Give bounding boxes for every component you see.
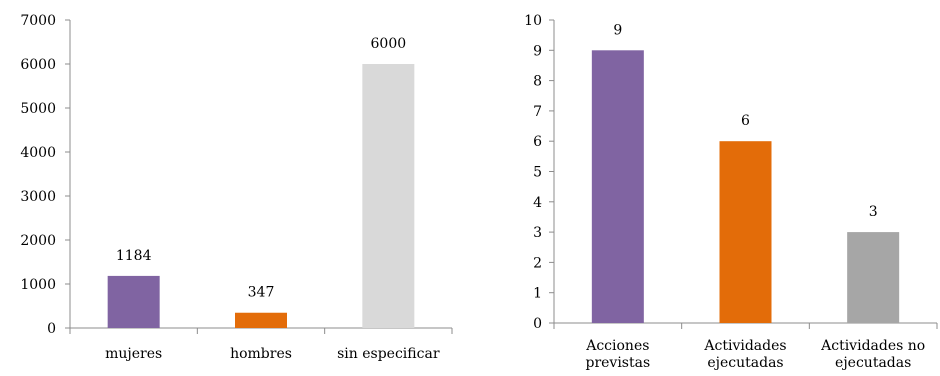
gender-data-label-3: 6000 <box>371 36 407 52</box>
gender-data-label-1: 1184 <box>116 248 152 264</box>
gender-y-tick-label: 5000 <box>20 101 56 117</box>
actions-category-label-1: Acciones previstas <box>585 338 650 371</box>
chart-beneficiaries-by-gender: 0 1000 2000 3000 4000 5000 6000 7000 1184 mujeres… <box>20 13 453 362</box>
actions-y-tick-label: 7 <box>533 104 542 120</box>
gender-category-label-3: sin especificar <box>337 346 440 362</box>
actions-data-label-2: 6 <box>741 113 750 129</box>
actions-y-tick-label: 10 <box>524 13 542 29</box>
actions-data-label-3: 3 <box>869 204 878 220</box>
actions-bar-3 <box>847 232 900 323</box>
actions-category-label-3: Actividades no ejecutadas <box>820 338 925 371</box>
actions-y-tick-label: 4 <box>533 195 542 211</box>
actions-y-tick-label: 3 <box>533 225 542 241</box>
actions-y-tick-label: 1 <box>533 286 542 302</box>
actions-y-tick-label: 9 <box>533 43 542 59</box>
gender-bar-1 <box>107 275 160 328</box>
gender-y-tick-label: 1000 <box>20 277 56 293</box>
actions-y-tick-label: 6 <box>533 134 542 150</box>
chart-actions-status: 0 1 2 3 4 5 6 7 8 9 10 9 Acciones previstas 6 Actividad… <box>524 13 938 371</box>
actions-bar-2 <box>719 141 772 323</box>
gender-y-tick-label: 2000 <box>20 233 56 249</box>
gender-y-tick-label: 4000 <box>20 145 56 161</box>
gender-y-tick-label: 0 <box>47 321 56 337</box>
gender-y-tick-label: 6000 <box>20 57 56 73</box>
actions-y-tick-label: 8 <box>533 74 542 90</box>
actions-data-label-1: 9 <box>613 22 622 38</box>
actions-category-label-2: Actividades ejecutadas <box>703 338 786 371</box>
actions-bar-1 <box>591 50 644 324</box>
gender-bar-3 <box>362 64 415 328</box>
gender-category-label-2: hombres <box>230 346 292 362</box>
gender-bar-2 <box>235 312 287 328</box>
gender-y-tick-label: 3000 <box>20 189 56 205</box>
gender-y-tick-label: 7000 <box>20 13 56 29</box>
actions-y-tick-label: 2 <box>533 255 542 271</box>
gender-category-label-1: mujeres <box>105 346 162 362</box>
actions-y-tick-label: 5 <box>533 165 542 181</box>
gender-data-label-2: 347 <box>248 285 275 301</box>
actions-y-tick-label: 0 <box>533 316 542 332</box>
